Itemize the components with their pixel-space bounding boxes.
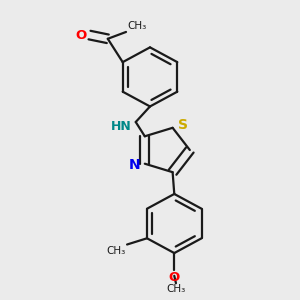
Text: S: S bbox=[178, 118, 188, 132]
Text: N: N bbox=[129, 158, 141, 172]
Text: O: O bbox=[76, 28, 87, 42]
Text: CH₃: CH₃ bbox=[166, 284, 186, 295]
Text: O: O bbox=[169, 272, 180, 284]
Text: CH₃: CH₃ bbox=[128, 21, 147, 31]
Text: CH₃: CH₃ bbox=[106, 246, 125, 256]
Text: HN: HN bbox=[111, 120, 132, 133]
